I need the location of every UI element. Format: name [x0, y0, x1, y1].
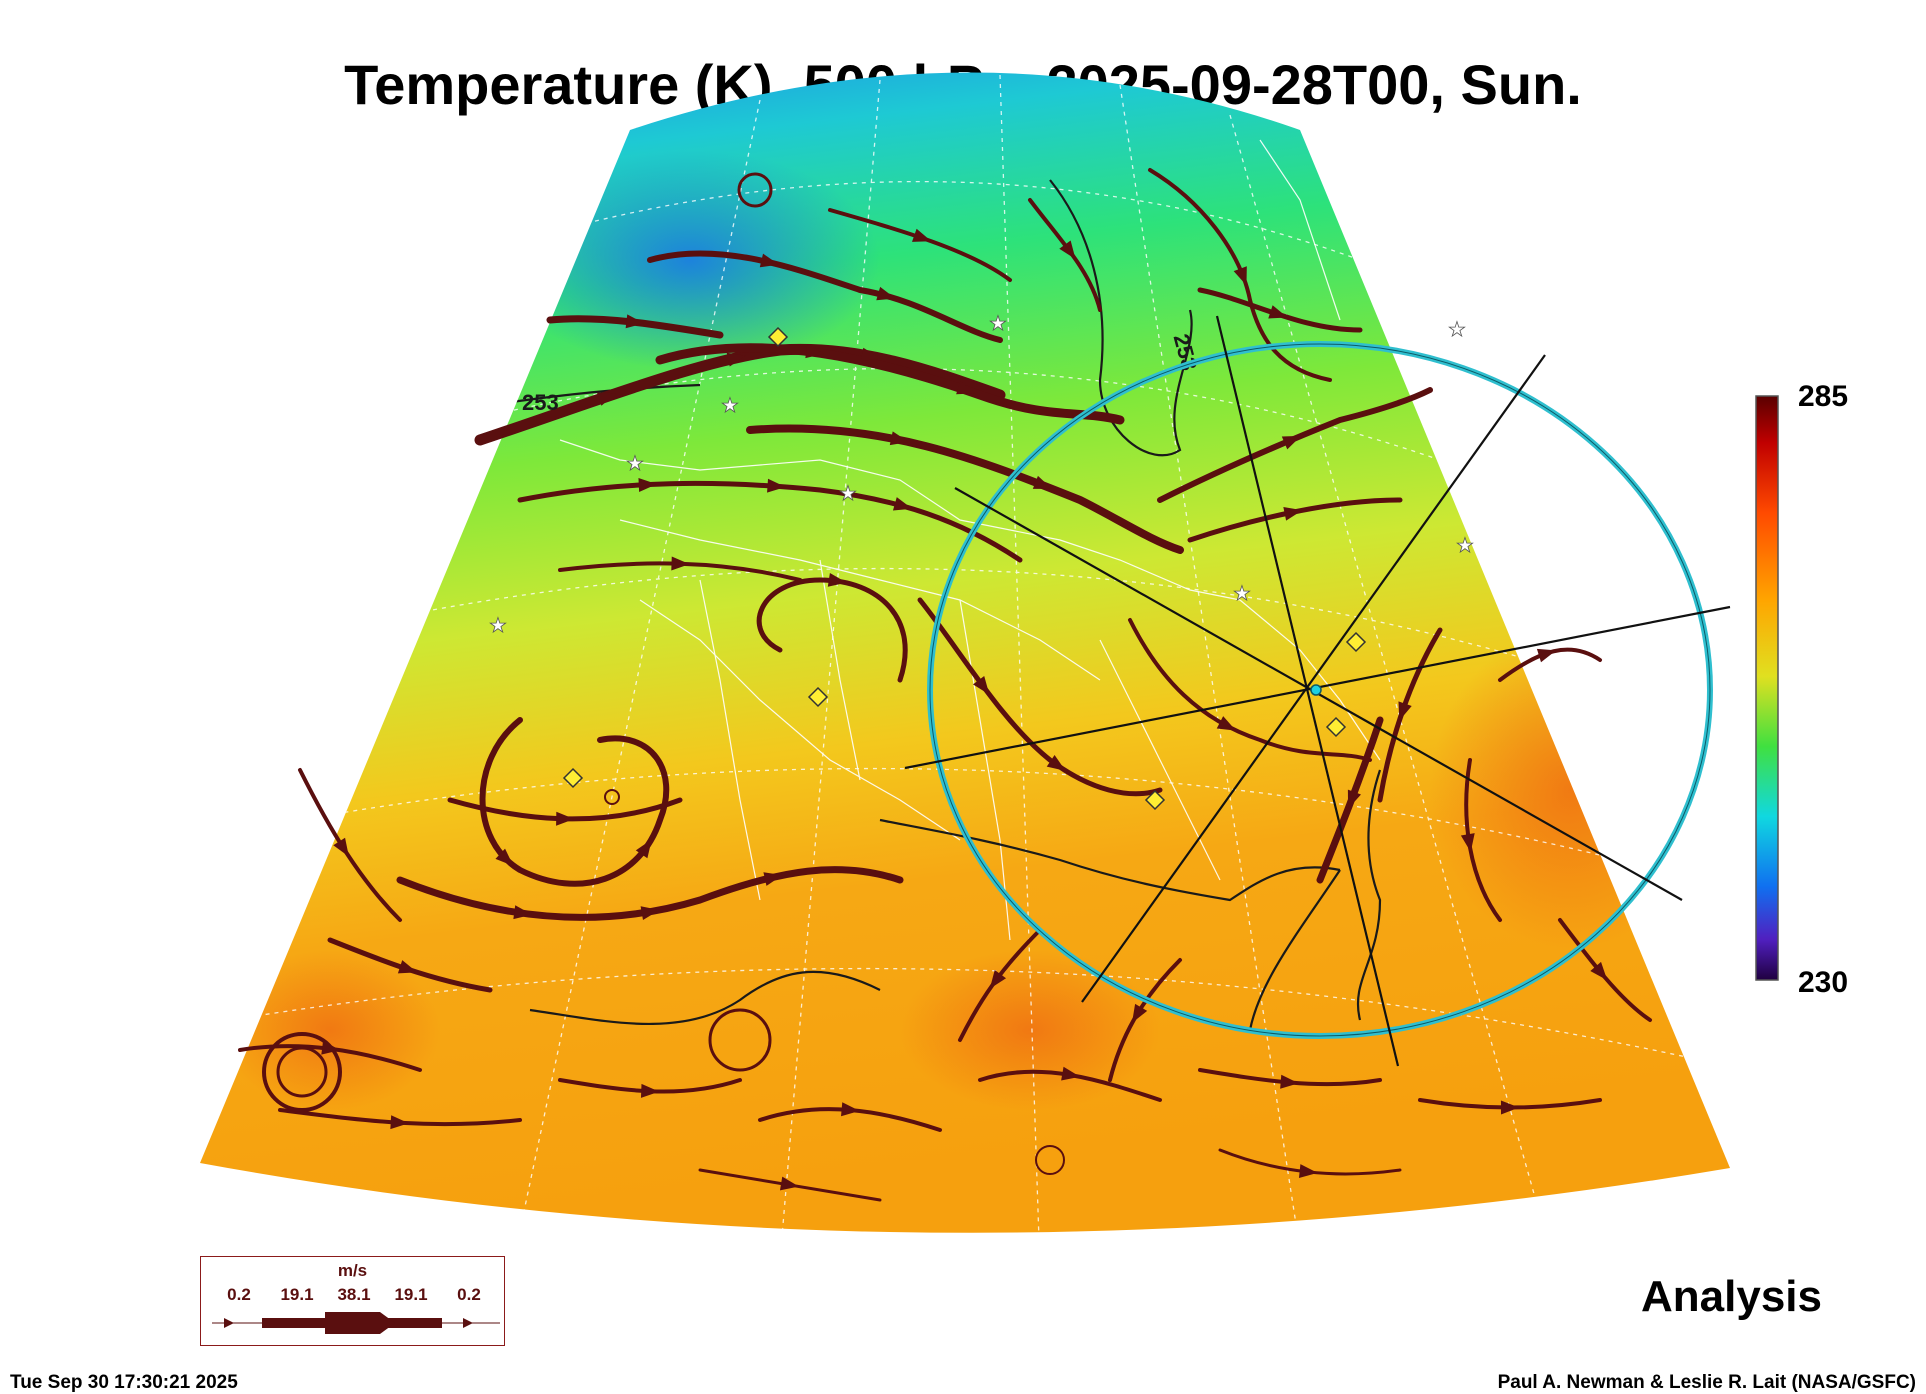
legend-value: 0.2	[457, 1285, 481, 1304]
arrow-icon	[841, 1102, 860, 1117]
wind-scale-arrow-icon	[212, 1312, 500, 1334]
range-ring	[927, 341, 1713, 1039]
star-icon: ★	[721, 393, 739, 417]
arrow-icon	[763, 872, 783, 886]
arrow-icon	[1032, 475, 1053, 489]
arrow-icon	[912, 228, 932, 242]
center-point-icon	[1310, 684, 1322, 696]
wind-scale-legend: m/s 0.2 19.1 38.1 19.1 0.2	[200, 1256, 505, 1346]
arrow-icon	[640, 1083, 660, 1098]
temperature-field	[200, 72, 1730, 1233]
arrow-icon	[726, 352, 746, 367]
arrow-icon	[638, 477, 657, 492]
legend-value: 19.1	[394, 1285, 428, 1304]
star-icon: ★	[839, 481, 857, 505]
diamond-icon	[1325, 716, 1347, 738]
arrow-icon	[1460, 833, 1475, 853]
wind-streamlines	[238, 168, 1652, 1202]
arrow-icon	[972, 676, 990, 695]
arrow-icon	[1268, 305, 1288, 319]
arrow-icon	[1283, 506, 1303, 521]
footer-timestamp: Tue Sep 30 17:30:21 2025	[10, 1372, 238, 1393]
contour-label-253: 253	[522, 390, 559, 415]
star-icon: ★	[489, 613, 507, 637]
arrow-icon	[759, 253, 779, 268]
arrow-icon	[556, 811, 575, 826]
arrow-icon	[1298, 1164, 1318, 1178]
legend-unit: m/s	[337, 1261, 368, 1280]
arrow-icon	[1500, 1100, 1519, 1115]
arrow-icon	[1590, 961, 1608, 981]
arrow-icon	[390, 1115, 409, 1130]
arrow-icon	[1280, 1074, 1299, 1089]
diamond-icon	[767, 326, 789, 348]
arrow-icon	[1233, 266, 1247, 286]
colorbar-max-label: 285	[1798, 380, 1849, 413]
arrow-icon	[1132, 1003, 1148, 1023]
arrow-icon	[397, 960, 418, 974]
diamond-icon	[562, 767, 584, 789]
arrow-icon	[1059, 240, 1076, 260]
colorbar-min-label: 230	[1798, 966, 1849, 999]
arrow-icon	[333, 837, 349, 857]
arrow-icon	[1347, 789, 1361, 809]
arrow-icon	[625, 314, 645, 329]
arrow-icon	[892, 497, 913, 511]
star-icon: ★	[1456, 533, 1474, 557]
panel-label: Analysis	[1641, 1272, 1822, 1321]
star-icon: ★	[989, 311, 1007, 335]
diamond-icon	[1345, 631, 1367, 653]
diamond-icon	[1144, 789, 1166, 811]
arrow-icon	[827, 572, 847, 587]
star-icon: ★	[1448, 317, 1466, 341]
arrow-icon	[1216, 716, 1236, 731]
arrow-icon	[1281, 435, 1302, 450]
diamond-markers	[562, 326, 1367, 811]
arrow-icon	[779, 1176, 799, 1191]
arrow-icon	[671, 556, 690, 571]
arrow-icon	[889, 431, 909, 446]
graticule	[229, 74, 1701, 1233]
arrow-icon	[767, 478, 786, 493]
star-markers: ★ ★ ★ ★ ★ ★ ★ ★	[489, 311, 1475, 638]
arrow-icon	[596, 392, 617, 406]
legend-value: 19.1	[280, 1285, 314, 1304]
cyclone-swirls	[262, 172, 1065, 1175]
arrow-icon	[495, 848, 514, 867]
arrow-icon	[956, 380, 976, 395]
arrow-icon	[989, 970, 1007, 989]
diamond-icon	[807, 686, 829, 708]
arrow-icon	[513, 905, 533, 920]
footer-credit: Paul A. Newman & Leslie R. Lait (NASA/GS…	[1497, 1372, 1916, 1393]
arrow-icon	[1536, 648, 1557, 663]
arrow-icon	[876, 286, 896, 301]
arrow-icon	[1046, 754, 1066, 771]
star-icon: ★	[626, 451, 644, 475]
arrow-icon	[805, 344, 825, 359]
legend-value: 38.1	[337, 1285, 371, 1304]
legend-value: 0.2	[227, 1285, 251, 1304]
colorbar	[1755, 395, 1779, 981]
arrow-icon	[860, 347, 880, 362]
star-icon: ★	[1233, 581, 1251, 605]
arrow-icon	[1061, 1066, 1081, 1081]
arrow-icon	[635, 839, 652, 859]
contours	[489, 179, 1382, 1031]
arrow-icon	[1398, 701, 1412, 721]
arrow-icon	[640, 906, 660, 921]
